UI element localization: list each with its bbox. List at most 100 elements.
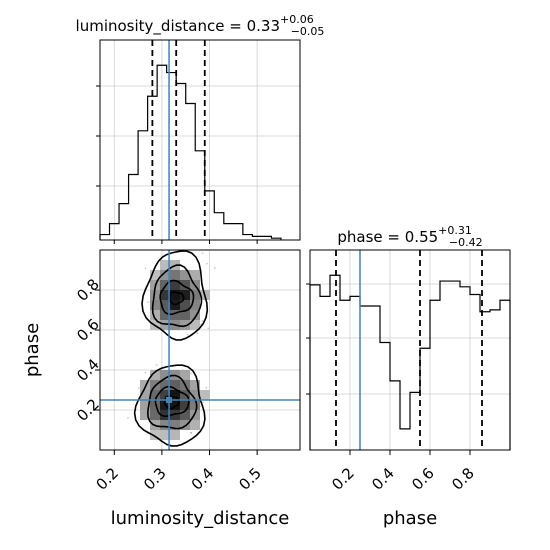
contour-level-1 (163, 395, 180, 410)
phase-panel-frame (309, 249, 511, 451)
density-cell (170, 310, 180, 320)
density-cell (190, 390, 200, 400)
density-cell (150, 270, 160, 280)
sample-point (137, 387, 140, 389)
density-cell (170, 380, 180, 390)
joint-x-tick-label: 0.3 (140, 464, 170, 494)
density-cell (140, 390, 150, 400)
density-cell (150, 290, 160, 300)
density-cell (170, 400, 180, 410)
phase-x-tick-label: 0.4 (368, 464, 398, 494)
density-cell (190, 300, 200, 310)
density-cell (190, 420, 200, 430)
phase-title: phase = 0.55+0.31 −0.42 (337, 224, 482, 249)
density-cell (190, 380, 200, 390)
density-cell (200, 390, 210, 400)
density-cell (160, 270, 170, 280)
joint-density-panel: 0.2 0.3 0.4 0.5 0.2 0.4 0.6 0.8 luminosity_dis… (22, 249, 301, 529)
phase-x-tick-label: 0.8 (448, 464, 478, 494)
density-cell (180, 370, 190, 380)
density-cell (150, 430, 160, 440)
density-cell (160, 420, 170, 430)
sample-point (187, 334, 189, 336)
density-cell (180, 270, 190, 280)
density-cell (140, 380, 150, 390)
density-cell (180, 310, 190, 320)
joint-contours (133, 250, 209, 447)
density-cell (160, 290, 170, 300)
ld-title-upper-error: +0.06 (280, 13, 314, 26)
joint-x-tick-label: 0.5 (235, 464, 265, 494)
sample-point (206, 262, 208, 265)
phase-title-lower-error: −0.42 (449, 236, 483, 249)
density-cell (140, 410, 150, 420)
density-cell (150, 410, 160, 420)
density-cell (190, 310, 200, 320)
sample-point (190, 372, 192, 375)
joint-density-cells (140, 260, 210, 440)
density-cell (180, 420, 190, 430)
ld-histogram-step (99, 64, 282, 240)
contour-level-4 (133, 364, 206, 447)
density-cell (180, 320, 190, 330)
density-cell (180, 300, 190, 310)
sample-point (144, 371, 147, 374)
sample-point (155, 364, 158, 366)
ld-quantile-lines (151, 40, 206, 240)
density-cell (150, 380, 160, 390)
ld-gridlines (100, 40, 300, 240)
phase-histogram-step (309, 274, 511, 450)
density-cell (170, 430, 180, 440)
density-cell (170, 420, 180, 430)
density-cell (160, 260, 170, 270)
density-cell (160, 390, 170, 400)
joint-panel-frame (99, 249, 301, 451)
contour-level-3 (151, 264, 203, 328)
contour-level-4 (141, 250, 209, 341)
sample-point (207, 327, 210, 330)
ld-tick-marks (96, 85, 258, 244)
luminosity-distance-marginal-panel: luminosity_distance = 0.33+0.06 −0.05 (76, 13, 325, 244)
density-cell (190, 270, 200, 280)
density-cell (160, 300, 170, 310)
ld-title: luminosity_distance = 0.33+0.06 −0.05 (76, 13, 325, 38)
density-cell (170, 280, 180, 290)
phase-x-tick-label: 0.6 (408, 464, 438, 494)
density-cell (160, 380, 170, 390)
joint-y-tick-label: 0.6 (73, 315, 103, 345)
sample-point (190, 432, 193, 434)
sample-point (144, 267, 147, 270)
sample-point (201, 320, 204, 322)
density-cell (150, 390, 160, 400)
joint-x-tick-label: 0.4 (188, 464, 218, 494)
sample-point (200, 323, 202, 325)
contour-level-2 (154, 385, 190, 418)
density-cell (170, 270, 180, 280)
sample-point (166, 444, 168, 446)
sample-point (127, 417, 129, 419)
y-axis-label-phase: phase (22, 323, 43, 377)
density-cell (180, 410, 190, 420)
density-cell (150, 370, 160, 380)
joint-x-tick-label: 0.2 (93, 464, 123, 494)
phase-title-upper-error: +0.31 (438, 224, 472, 237)
sample-point (214, 267, 216, 269)
contour-level-2 (159, 279, 195, 316)
density-cell (180, 290, 190, 300)
density-cell (160, 430, 170, 440)
joint-y-ticks: 0.2 0.4 0.6 0.8 (73, 275, 103, 425)
contour-level-3 (146, 374, 198, 430)
density-cell (160, 310, 170, 320)
phase-title-main: phase = 0.55 (337, 228, 438, 246)
sample-point (196, 332, 199, 334)
density-cell (190, 290, 200, 300)
density-cell (190, 410, 200, 420)
density-cell (140, 400, 150, 410)
joint-y-tick-label: 0.4 (73, 355, 103, 385)
density-cell (150, 310, 160, 320)
phase-marginal-panel: 0.2 0.4 0.6 0.8 phase = 0.55+0.31 −0.42 phas… (306, 224, 511, 529)
ld-title-main: luminosity_distance = 0.33 (76, 17, 280, 36)
density-cell (190, 400, 200, 410)
joint-x-ticks: 0.2 0.3 0.4 0.5 (93, 450, 265, 494)
